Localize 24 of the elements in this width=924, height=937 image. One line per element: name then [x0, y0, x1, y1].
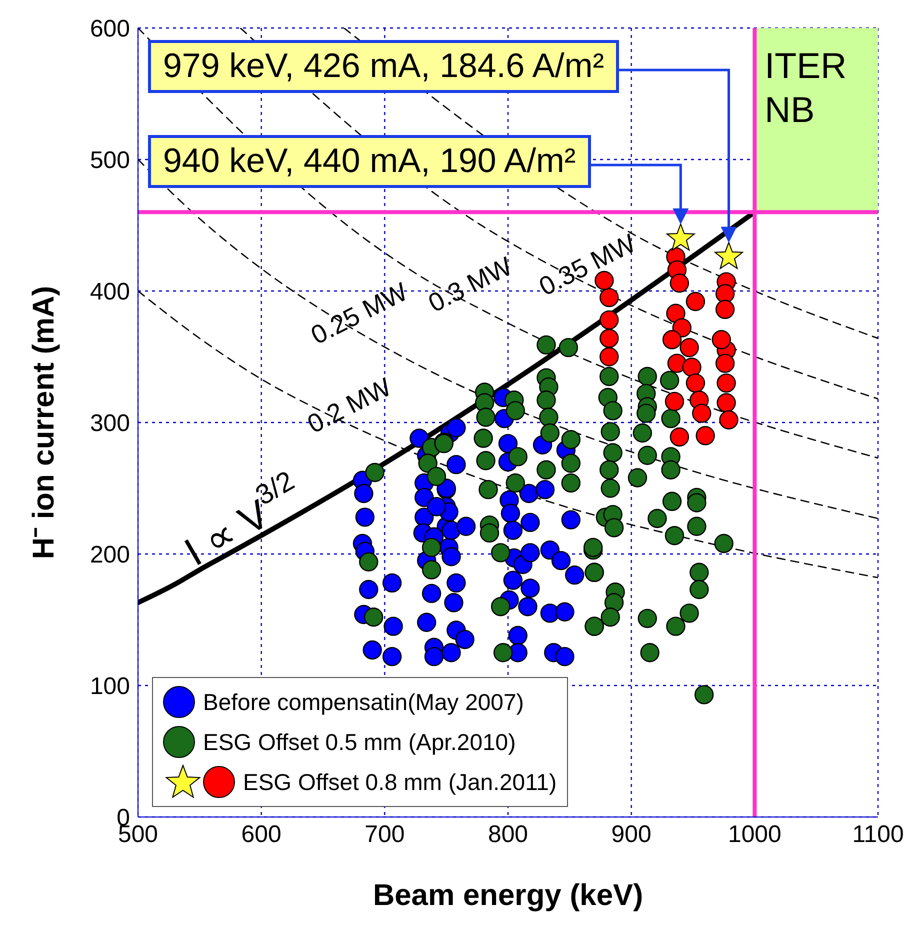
x-tick-label: 1100 — [852, 821, 904, 848]
legend-label: Before compensatin(May 2007) — [203, 688, 524, 716]
y-tick-label: 500 — [90, 147, 130, 174]
x-tick-label: 700 — [364, 821, 405, 848]
x-tick-label: 800 — [488, 821, 528, 848]
text: 0.35 MW — [534, 227, 641, 302]
text: 0.2 MW — [302, 371, 396, 439]
text: 0.25 MW — [306, 276, 413, 350]
y-tick-label: 600 — [90, 16, 130, 43]
y-axis-title: H⁻ ion current (mA) — [28, 286, 61, 560]
x-tick-label: 1000 — [728, 821, 782, 848]
text: 0.3 MW — [423, 250, 518, 318]
legend-label: ESG Offset 0.5 mm (Apr.2010) — [203, 728, 516, 756]
x-tick-label: 900 — [611, 821, 652, 848]
y-tick-label: 400 — [90, 278, 130, 306]
y-tick-label: 100 — [90, 673, 130, 700]
annotation: 979 keV, 426 mA, 184.6 A/m² — [148, 40, 620, 93]
y-tick-label: 300 — [90, 410, 130, 438]
band-label: ITER NB — [764, 45, 847, 130]
x-tick-label: 600 — [241, 821, 282, 848]
y-tick-label: 200 — [90, 542, 130, 569]
legend-label: ESG Offset 0.8 mm (Jan.2011) — [243, 768, 557, 796]
annotation: 940 keV, 440 mA, 190 A/m² — [148, 135, 591, 188]
x-axis-title: Beam energy (keV) — [372, 879, 644, 912]
